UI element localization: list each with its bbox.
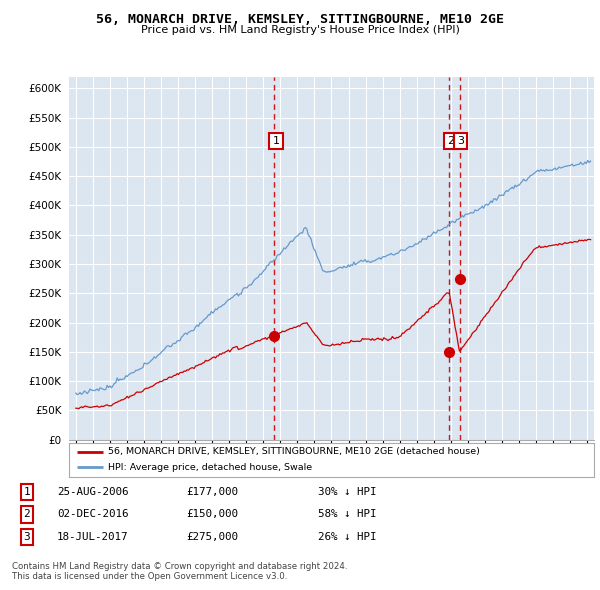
Text: Contains HM Land Registry data © Crown copyright and database right 2024.: Contains HM Land Registry data © Crown c… — [12, 562, 347, 571]
Text: 18-JUL-2017: 18-JUL-2017 — [57, 532, 128, 542]
Text: 30% ↓ HPI: 30% ↓ HPI — [318, 487, 377, 497]
Text: 3: 3 — [457, 136, 464, 146]
Text: 56, MONARCH DRIVE, KEMSLEY, SITTINGBOURNE, ME10 2GE (detached house): 56, MONARCH DRIVE, KEMSLEY, SITTINGBOURN… — [109, 447, 480, 456]
Text: £150,000: £150,000 — [186, 510, 238, 519]
Text: 02-DEC-2016: 02-DEC-2016 — [57, 510, 128, 519]
Text: 1: 1 — [23, 487, 31, 497]
Text: Price paid vs. HM Land Registry's House Price Index (HPI): Price paid vs. HM Land Registry's House … — [140, 25, 460, 35]
Text: 58% ↓ HPI: 58% ↓ HPI — [318, 510, 377, 519]
Text: 1: 1 — [272, 136, 280, 146]
Text: 25-AUG-2006: 25-AUG-2006 — [57, 487, 128, 497]
Text: 2: 2 — [23, 510, 31, 519]
Text: 2: 2 — [448, 136, 455, 146]
Text: £177,000: £177,000 — [186, 487, 238, 497]
Text: 26% ↓ HPI: 26% ↓ HPI — [318, 532, 377, 542]
Text: HPI: Average price, detached house, Swale: HPI: Average price, detached house, Swal… — [109, 463, 313, 472]
Text: £275,000: £275,000 — [186, 532, 238, 542]
Text: This data is licensed under the Open Government Licence v3.0.: This data is licensed under the Open Gov… — [12, 572, 287, 581]
Text: 3: 3 — [23, 532, 31, 542]
Text: 56, MONARCH DRIVE, KEMSLEY, SITTINGBOURNE, ME10 2GE: 56, MONARCH DRIVE, KEMSLEY, SITTINGBOURN… — [96, 13, 504, 26]
